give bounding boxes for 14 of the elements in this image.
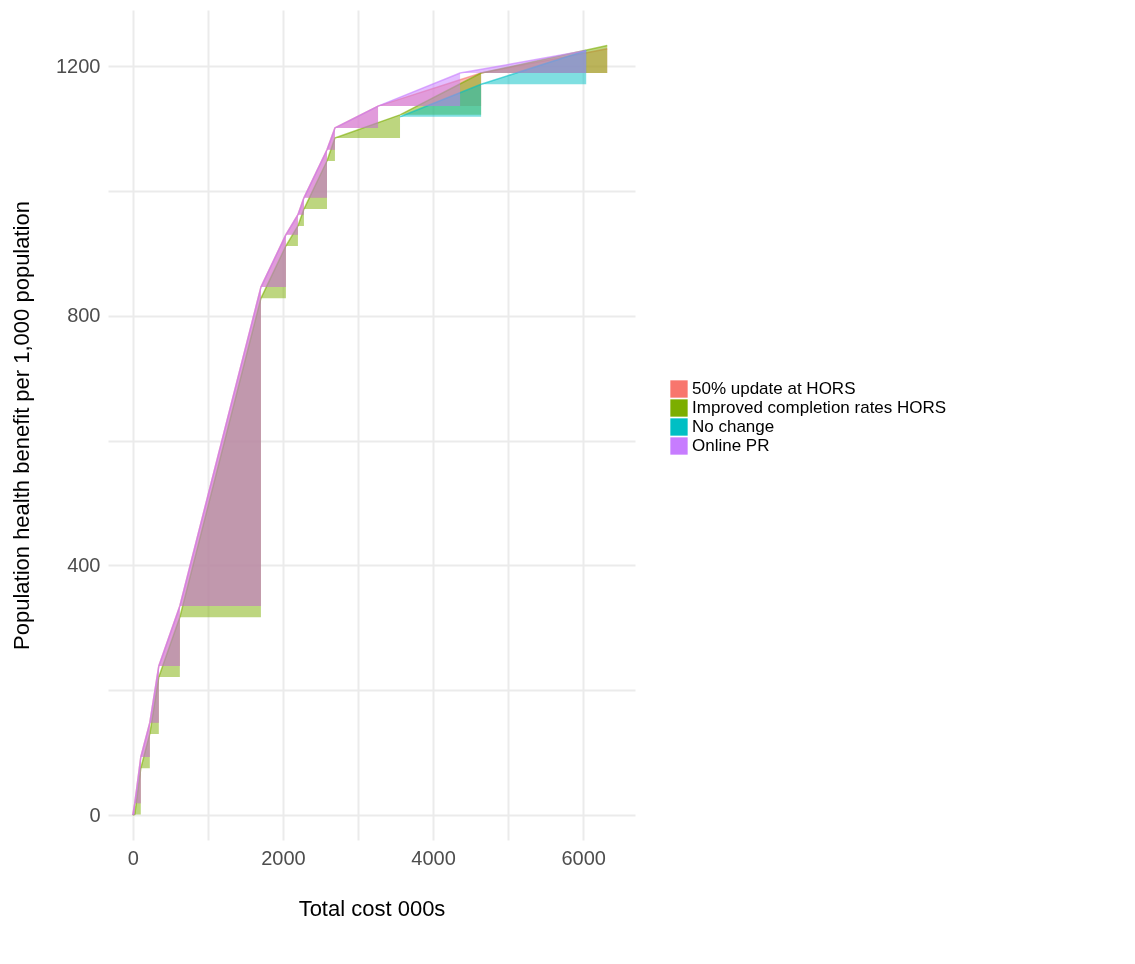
y-axis-title: Population health benefit per 1,000 population	[9, 201, 35, 650]
y-tick-label: 400	[67, 553, 101, 576]
legend-label: Online PR	[692, 436, 770, 455]
legend-label: Improved completion rates HORS	[692, 398, 947, 417]
x-axis-title: Total cost 000s	[298, 895, 446, 921]
legend-label: No change	[692, 417, 775, 436]
y-tick-label: 1200	[56, 54, 101, 77]
x-tick-label: 4000	[411, 846, 456, 869]
y-tick-label: 0	[89, 803, 101, 826]
x-tick-label: 2000	[261, 846, 306, 869]
legend-label: 50% update at HORS	[692, 379, 856, 398]
x-tick-label: 0	[127, 846, 139, 869]
y-tick-label: 800	[67, 304, 101, 327]
x-tick-label: 6000	[561, 846, 606, 869]
